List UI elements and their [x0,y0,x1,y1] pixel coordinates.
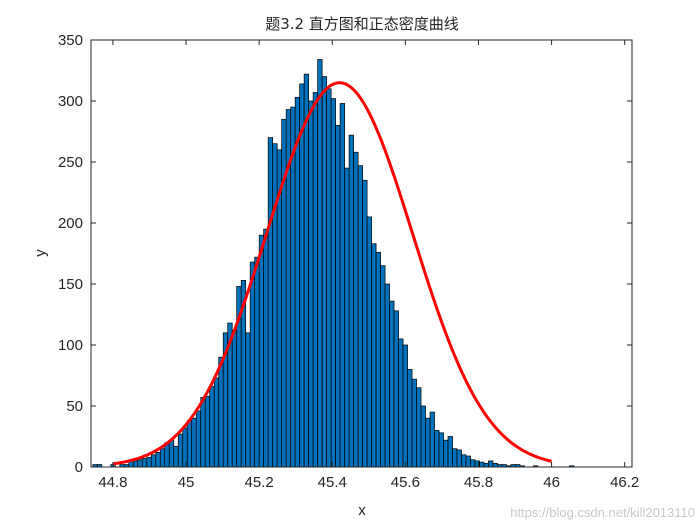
chart-title: 题3.2 直方图和正态密度曲线 [265,15,459,33]
histogram-bar [150,454,157,468]
histogram-bar [461,454,467,468]
histogram-bar [425,417,431,468]
histogram-bar [420,405,426,468]
histogram-bar [321,76,327,468]
histogram-bar [326,88,332,468]
histogram-bar [146,456,152,468]
x-tick-label: 46 [543,474,560,491]
histogram-bar [191,417,197,468]
y-tick-label: 250 [58,154,83,171]
histogram-bar [267,137,274,468]
histogram-bar [429,411,435,468]
histogram-bar [366,216,372,468]
y-tick-label: 100 [58,337,83,354]
histogram-bar [488,460,494,468]
histogram-bars [92,59,575,468]
y-tick-label: 150 [58,276,83,293]
histogram-bar [335,125,341,468]
histogram-bar [402,344,408,468]
histogram-bar [209,386,215,468]
x-tick-label: 45 [178,474,195,491]
histogram-bar [371,243,377,468]
histogram-bar [168,439,175,468]
histogram-bar [258,234,265,468]
histogram-bar [245,332,251,468]
histogram-bar [155,452,161,468]
y-axis-ticks: 0 50 100 150 200 250 300 350 [58,32,632,476]
histogram-bar [218,356,224,468]
histogram-bar [195,410,202,468]
histogram-bar [249,261,256,468]
histogram-bar [389,300,395,468]
histogram-bar [375,251,381,468]
y-tick-label: 50 [66,398,83,415]
histogram-bar [483,462,489,468]
histogram-bar [339,103,345,468]
y-tick-label: 300 [58,93,83,110]
histogram-bar [159,448,166,468]
histogram-bar [137,459,143,468]
histogram-bar [398,338,404,468]
histogram-bar [357,165,363,468]
histogram-bar [411,378,417,468]
histogram-bar [303,73,309,468]
histogram-bar [492,462,498,468]
x-tick-label: 45.8 [464,474,493,491]
y-tick-label: 350 [58,32,83,49]
histogram-bar [263,228,269,468]
histogram-bar [200,397,206,468]
histogram-bar [213,377,220,468]
histogram-bar [470,459,476,468]
histogram-bar [447,436,453,468]
histogram-bar [173,445,179,468]
histogram-bar [186,420,193,468]
histogram-bar [416,387,422,468]
histogram-bar [465,455,471,468]
x-tick-label: 45.6 [391,474,420,491]
histogram-bar [438,432,444,468]
histogram-bar [434,430,440,468]
histogram-bar [344,167,350,468]
histogram-bar [141,458,148,468]
histogram-bar [294,96,300,468]
histogram-bar [452,448,458,468]
histogram-bar [362,179,368,468]
histogram-bar [312,92,318,468]
y-tick-label: 0 [75,459,83,476]
x-tick-label: 46.2 [610,474,639,491]
histogram-bar [443,439,449,468]
y-axis-label: y [32,249,49,257]
normal-density-curve [112,81,552,466]
histogram-bar [353,151,359,468]
histogram-bar [348,134,354,468]
histogram-bar [132,460,139,468]
histogram-bar [380,265,386,468]
x-tick-label: 44.8 [98,474,127,491]
histogram-bar [308,100,314,468]
histogram-bar [182,427,188,468]
plot-frame [90,39,633,468]
x-tick-label: 45.4 [318,474,347,491]
histogram-bar [330,98,336,468]
watermark-text: https://blog.csdn.net/kill2013110 [510,505,695,520]
histogram-bar [204,395,211,468]
histogram-bar [272,143,278,468]
x-axis-ticks: 44.8 45 45.2 45.4 45.6 45.8 46 46.2 [98,40,639,491]
histogram-bar [479,461,485,468]
x-tick-label: 45.2 [245,474,274,491]
histogram-bar [393,310,399,468]
x-axis-label: x [358,502,366,519]
histogram-bar [177,433,184,468]
histogram-bar [456,449,462,468]
histogram-bar [384,283,390,468]
histogram-bar [254,256,260,468]
histogram-bar [299,83,305,468]
y-tick-label: 200 [58,215,83,232]
histogram-bar [231,330,238,468]
histogram-bar [407,369,413,468]
histogram-bar [317,59,323,468]
